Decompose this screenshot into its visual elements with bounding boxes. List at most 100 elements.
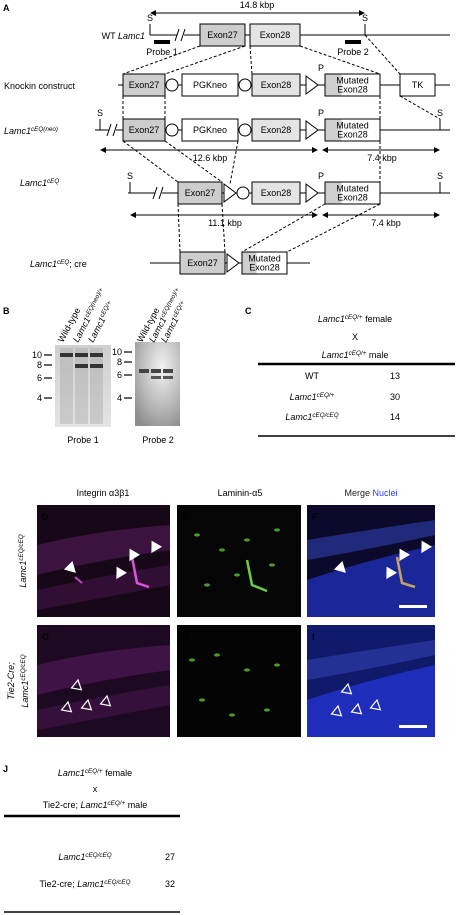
gene-box [251, 181, 301, 205]
micrograph [177, 625, 301, 737]
vessel-stain [274, 663, 280, 667]
dashed-guide [249, 45, 253, 75]
allele-label-name: Lamc1 [118, 31, 145, 41]
vessel-stain [395, 556, 416, 589]
arrow-head [322, 212, 328, 218]
site-label: S [97, 108, 103, 118]
nuclei-layer [307, 665, 435, 737]
nuclei-layer [307, 640, 435, 680]
allele-label-sup: cEQ [57, 259, 69, 266]
allele-label-name: Lamc1 [20, 178, 47, 188]
lane-smear [75, 348, 88, 424]
arrowhead-open [99, 694, 112, 707]
break-gap [155, 191, 162, 195]
size-label: 6 [117, 370, 122, 380]
lane-smear [60, 348, 73, 424]
allele-label-rest: ; cre [69, 259, 87, 269]
cross-female-rest: female [363, 314, 393, 324]
break-gap [109, 128, 116, 132]
loxp-site [223, 183, 237, 203]
vessel-stain [219, 548, 225, 552]
dashed-guide [177, 203, 181, 253]
genotype-label-sup: cEQ/cEQ [104, 879, 130, 886]
scale-bar [399, 725, 427, 728]
nuclei-label: Nuclei [373, 488, 398, 498]
blot-image [55, 345, 111, 427]
panel-letter: B [3, 306, 10, 316]
vessel-stain [214, 653, 220, 657]
vessel-stain [189, 658, 195, 662]
mutation-shade [325, 182, 342, 204]
dashed-guide [399, 95, 441, 120]
band [75, 353, 88, 357]
cross-male-sup: cEQ/+ [349, 350, 367, 357]
gene-box [251, 73, 301, 97]
span-label: 7.4 kbp [371, 218, 401, 228]
vessel-stain [204, 583, 210, 587]
allele-label: Knockin construct [4, 81, 76, 91]
band [75, 364, 88, 368]
panel-letter: G [42, 632, 49, 642]
arrowhead-filled [63, 560, 76, 573]
frt-site [238, 123, 252, 137]
break-gap [177, 33, 184, 37]
row-label: Tie2-Cre; [6, 662, 16, 700]
span-label: 11.1 kbp [208, 218, 242, 228]
box-label: Exon28 [337, 130, 368, 140]
vessel-stain [244, 538, 250, 542]
gene-box [399, 73, 436, 97]
panel-letter: H [182, 632, 189, 642]
cross-male-sup: cEQ/+ [108, 800, 126, 807]
row-label-sup: cEQ/cEQ [18, 534, 25, 560]
promoter-label: P [318, 63, 324, 73]
cross-female-name: Lamc1 [318, 314, 345, 324]
cross-female-name: Lamc1 [58, 768, 85, 778]
probe-bar [345, 40, 361, 44]
dashed-guide [122, 140, 179, 183]
cross-symbol: X [352, 332, 358, 342]
vessel-stain [130, 556, 150, 589]
size-label: 6 [37, 373, 42, 383]
cross-male: Lamc1cEQ/+ male [322, 350, 389, 361]
box-label: Exon28 [249, 263, 280, 273]
box-label: Mutated [336, 121, 369, 131]
cross-female-sup: cEQ/+ [345, 314, 363, 321]
vessel-stain [194, 533, 200, 537]
dashed-guide [286, 203, 381, 253]
frt-site [165, 78, 179, 92]
allele-label-name: Lamc1 [4, 126, 31, 136]
box-label: Exon27 [207, 30, 238, 40]
blot-image [135, 342, 180, 426]
cross-male-rest: male [125, 800, 147, 810]
arrow-head [100, 147, 106, 153]
arrowhead-open [70, 678, 83, 691]
vessel-stain [229, 713, 235, 717]
column-title: Integrin α3β1 [77, 488, 130, 498]
genotype-label-name: Lamc1 [77, 879, 104, 889]
frt-site [236, 186, 250, 200]
frt-site [238, 78, 252, 92]
arrowhead-open [80, 698, 93, 711]
nuclei-layer [307, 520, 435, 560]
box-label: Mutated [336, 184, 369, 194]
panel-letter: J [3, 764, 8, 774]
size-label: 8 [37, 360, 42, 370]
arrowhead-filled [399, 548, 411, 562]
genotype-label: Tie2-cre; Lamc1cEQ/cEQ [40, 879, 131, 890]
genotype-label-sup: cEQ/cEQ [85, 852, 111, 859]
box-label: Exon28 [260, 30, 291, 40]
arrowhead-filled [151, 540, 163, 554]
allele-label: Lamc1cEQ(neo) [4, 126, 58, 137]
vessel-stain [269, 563, 275, 567]
mutation-shade [242, 252, 257, 274]
cross-female: Lamc1cEQ/+ female [318, 314, 392, 325]
mutation-shade [325, 74, 342, 96]
probe-bar [154, 40, 170, 44]
genotype-label: WT [305, 371, 319, 381]
micrograph [177, 505, 301, 617]
lane-smear [90, 348, 103, 424]
loxp-site [226, 253, 240, 273]
dashed-guide [229, 140, 239, 185]
site-label: S [127, 171, 133, 181]
